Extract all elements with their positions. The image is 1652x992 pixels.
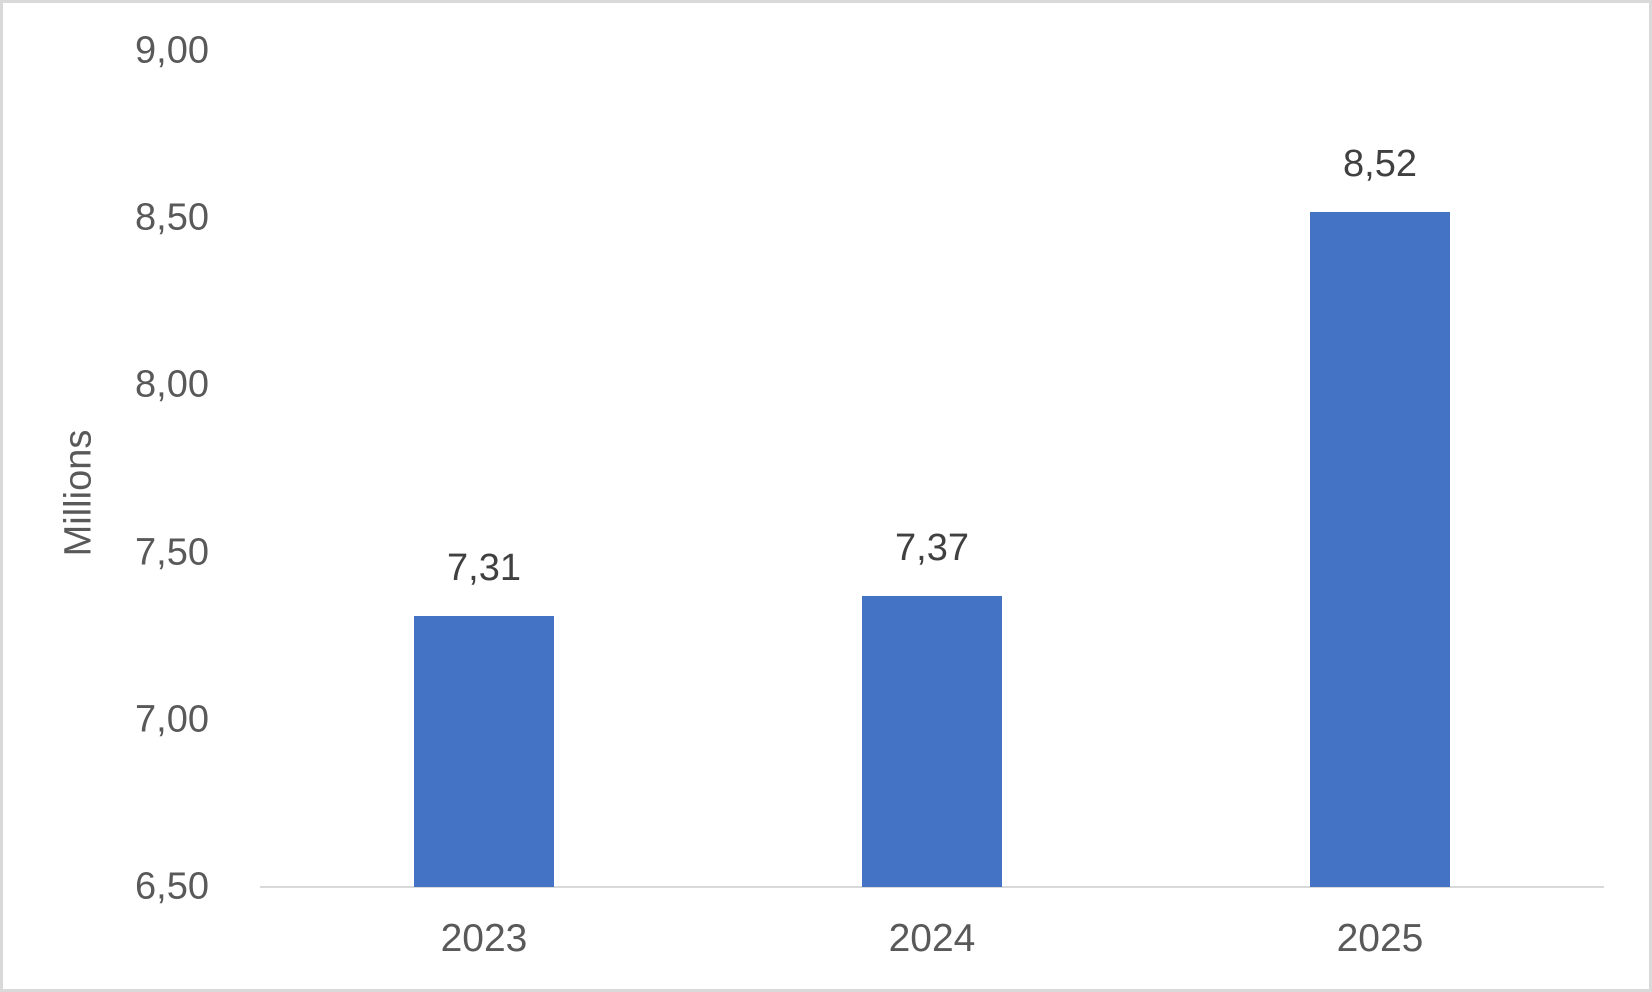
y-tick-label: 7,00 (135, 698, 209, 741)
x-tick-label: 2023 (440, 917, 528, 960)
x-tick-label: 2024 (888, 917, 976, 960)
y-tick-label: 8,50 (135, 196, 209, 239)
bar-2024 (862, 596, 1002, 887)
x-axis-line (260, 886, 1604, 888)
bar-2023 (414, 616, 554, 887)
x-tick-label: 2025 (1336, 917, 1424, 960)
bar-value-label: 7,37 (895, 527, 969, 570)
bar-2025 (1310, 211, 1450, 887)
plot-area: 7,31 7,37 8,52 (260, 51, 1604, 888)
y-tick-label: 9,00 (135, 29, 209, 72)
y-tick-label: 6,50 (135, 865, 209, 908)
y-tick-label: 7,50 (135, 531, 209, 574)
y-axis-ticks: 9,00 8,50 8,00 7,50 7,00 6,50 (3, 30, 209, 908)
bar-value-label: 8,52 (1343, 142, 1417, 185)
x-axis-labels: 2023 2024 2025 (260, 911, 1604, 971)
bar-value-label: 7,31 (447, 547, 521, 590)
y-tick-label: 8,00 (135, 363, 209, 406)
